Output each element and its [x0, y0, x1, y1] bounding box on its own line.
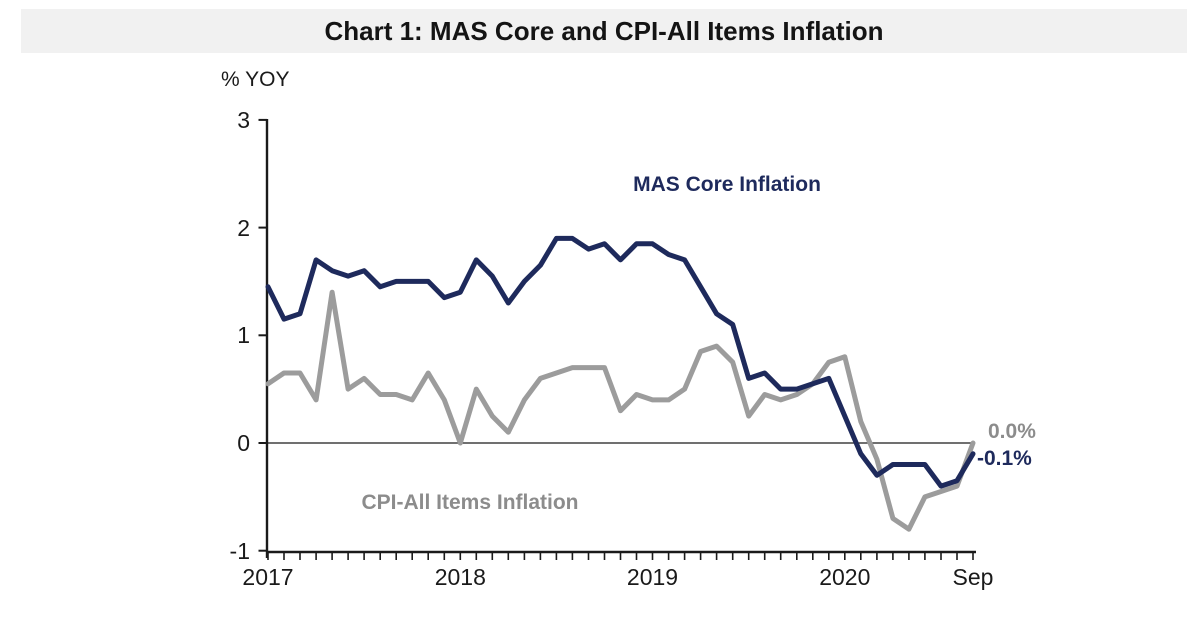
x-axis-label-2018: 2018: [434, 564, 486, 590]
cpi-all-items-series-label: CPI-All Items Inflation: [361, 491, 579, 514]
y-axis-label-1: 1: [237, 322, 250, 349]
x-axis-label-2017: 2017: [242, 564, 294, 590]
chart-title: Chart 1: MAS Core and CPI-All Items Infl…: [324, 15, 884, 46]
x-axis-label-2019: 2019: [626, 564, 679, 590]
cpi-all-items-line: [265, 289, 976, 532]
y-axis-label-3: 3: [237, 106, 250, 133]
mas-core-line: [265, 235, 976, 489]
y-axis-unit-label: % YOY: [221, 68, 290, 91]
y-axis-label-0: 0: [237, 430, 250, 456]
x-axis-label-2020: 2020: [819, 564, 871, 590]
chart-title-band: Chart 1: MAS Core and CPI-All Items Infl…: [21, 9, 1187, 53]
y-axis-label--1: -1: [229, 537, 250, 564]
cpi-all-items-end-value-label: 0.0%: [988, 420, 1036, 443]
x-axis-label-sep: Sep: [952, 564, 994, 590]
mas-core-series-label: MAS Core Inflation: [633, 173, 821, 196]
mas-core-end-value-label: -0.1%: [977, 447, 1032, 470]
y-axis-label-2: 2: [237, 214, 250, 241]
